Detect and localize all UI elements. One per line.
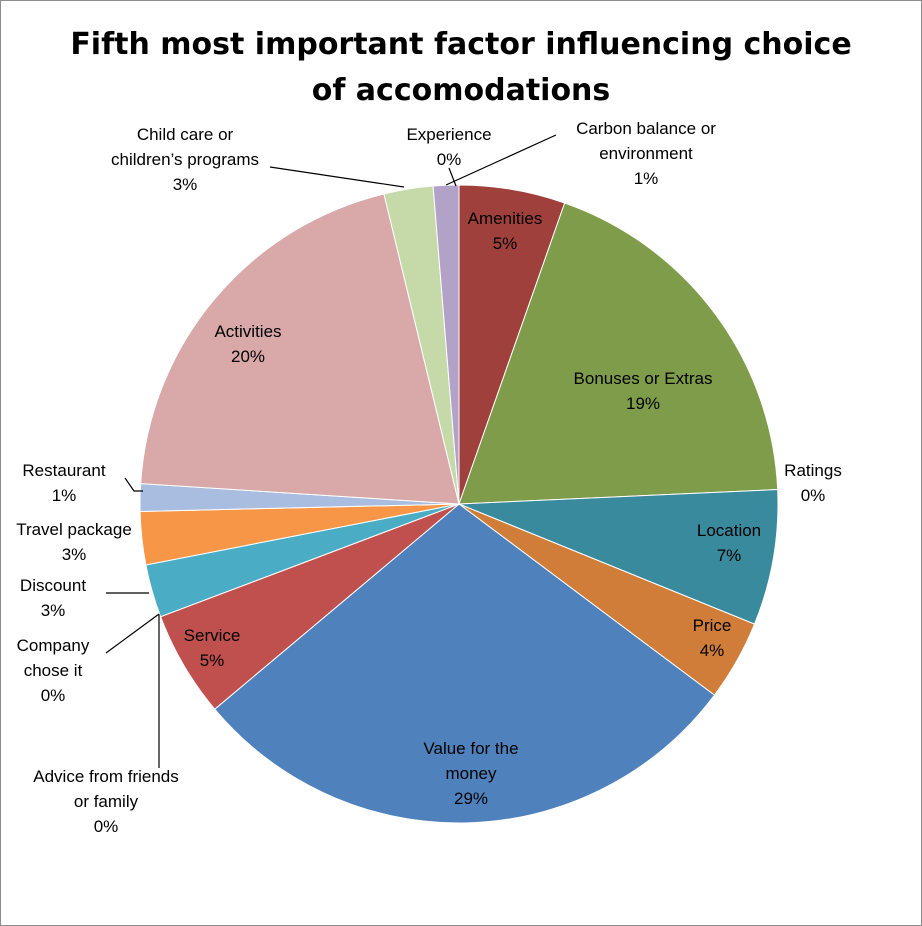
data-label-location: Location 7% xyxy=(697,521,761,565)
data-label-value: 20% xyxy=(231,347,265,366)
data-label-name: Advice from friends xyxy=(33,767,179,786)
data-label-name: chose it xyxy=(24,661,83,680)
data-label-restaurant: Restaurant 1% xyxy=(22,461,105,505)
data-label-value: 5% xyxy=(493,234,518,253)
pie-slice-bonuses-or-extras xyxy=(458,202,779,505)
chart-title: Fifth most important factor influencing … xyxy=(0,22,922,114)
data-label-name: Ratings xyxy=(784,461,842,480)
data-label-value: 0% xyxy=(437,150,462,169)
data-label-name: Child care or xyxy=(137,125,234,144)
data-label-name: Discount xyxy=(20,576,86,595)
data-label-name: Value for the xyxy=(423,739,518,758)
leader-line-restaurant xyxy=(124,477,143,492)
data-label-bonuses-or-extras: Bonuses or Extras 19% xyxy=(574,369,713,413)
data-label-name: Price xyxy=(693,616,732,635)
data-labels: Amenities 5% Bonuses or Extras 19% Ratings 0%… xyxy=(16,119,842,836)
data-label-experience: Experience 0% xyxy=(406,125,491,169)
pie-slice-activities xyxy=(140,193,460,505)
data-label-value: 29% xyxy=(454,789,488,808)
data-label-amenities: Amenities 5% xyxy=(468,209,543,253)
leader-line-experience xyxy=(448,167,457,187)
data-label-travel-package: Travel package 3% xyxy=(16,520,132,564)
data-label-name: or family xyxy=(74,792,139,811)
data-label-carbon-balance-or-environment: Carbon balance or environment 1% xyxy=(576,119,716,188)
data-label-activities: Activities 20% xyxy=(214,322,281,366)
data-label-name: Amenities xyxy=(468,209,543,228)
data-label-name: children’s programs xyxy=(111,150,259,169)
pie-slice-value-for-the-money xyxy=(214,503,716,824)
leader-line-carbon-balance-or-environment xyxy=(445,134,557,186)
data-label-value: 3% xyxy=(173,175,198,194)
data-label-name: money xyxy=(445,764,497,783)
data-label-value: 1% xyxy=(52,486,77,505)
data-label-price: Price 4% xyxy=(693,616,732,660)
data-label-value-for-the-money: Value for the money 29% xyxy=(423,739,518,808)
pie-slice-location xyxy=(458,489,779,625)
data-label-value: 0% xyxy=(94,817,119,836)
data-label-advice-from-friends-or-family: Advice from friends or family 0% xyxy=(33,767,179,836)
data-label-company-chose-it: Company chose it 0% xyxy=(17,636,90,705)
data-label-value: 4% xyxy=(700,641,725,660)
data-label-value: 5% xyxy=(200,651,225,670)
data-label-name: environment xyxy=(599,144,693,163)
leader-lines xyxy=(105,134,557,768)
data-label-service: Service 5% xyxy=(184,626,241,670)
data-label-value: 3% xyxy=(62,545,87,564)
data-label-name: Location xyxy=(697,521,761,540)
chart-title-line-1: Fifth most important factor influencing … xyxy=(70,27,852,62)
data-label-ratings: Ratings 0% xyxy=(784,461,842,505)
data-label-value: 0% xyxy=(41,686,66,705)
data-label-name: Restaurant xyxy=(22,461,105,480)
data-label-name: Carbon balance or xyxy=(576,119,716,138)
leader-line-company-chose-it xyxy=(105,613,160,654)
pie-slices xyxy=(139,184,779,824)
data-label-name: Travel package xyxy=(16,520,132,539)
pie-slice-carbon-balance-or-environment xyxy=(432,184,460,505)
leader-line-child-care-or-children-s-programs xyxy=(269,166,405,188)
data-label-name: Experience xyxy=(406,125,491,144)
data-label-value: 0% xyxy=(801,486,826,505)
chart-title-line-2: of accomodations xyxy=(311,73,611,108)
data-label-name: Activities xyxy=(214,322,281,341)
data-label-name: Service xyxy=(184,626,241,645)
data-label-child-care-or-children-s-programs: Child care or children’s programs 3% xyxy=(111,125,259,194)
data-label-value: 1% xyxy=(634,169,659,188)
data-label-name: Company xyxy=(17,636,90,655)
data-label-discount: Discount 3% xyxy=(20,576,86,620)
data-label-value: 7% xyxy=(717,546,742,565)
data-label-value: 3% xyxy=(41,601,66,620)
data-label-name: Bonuses or Extras xyxy=(574,369,713,388)
data-label-value: 19% xyxy=(626,394,660,413)
